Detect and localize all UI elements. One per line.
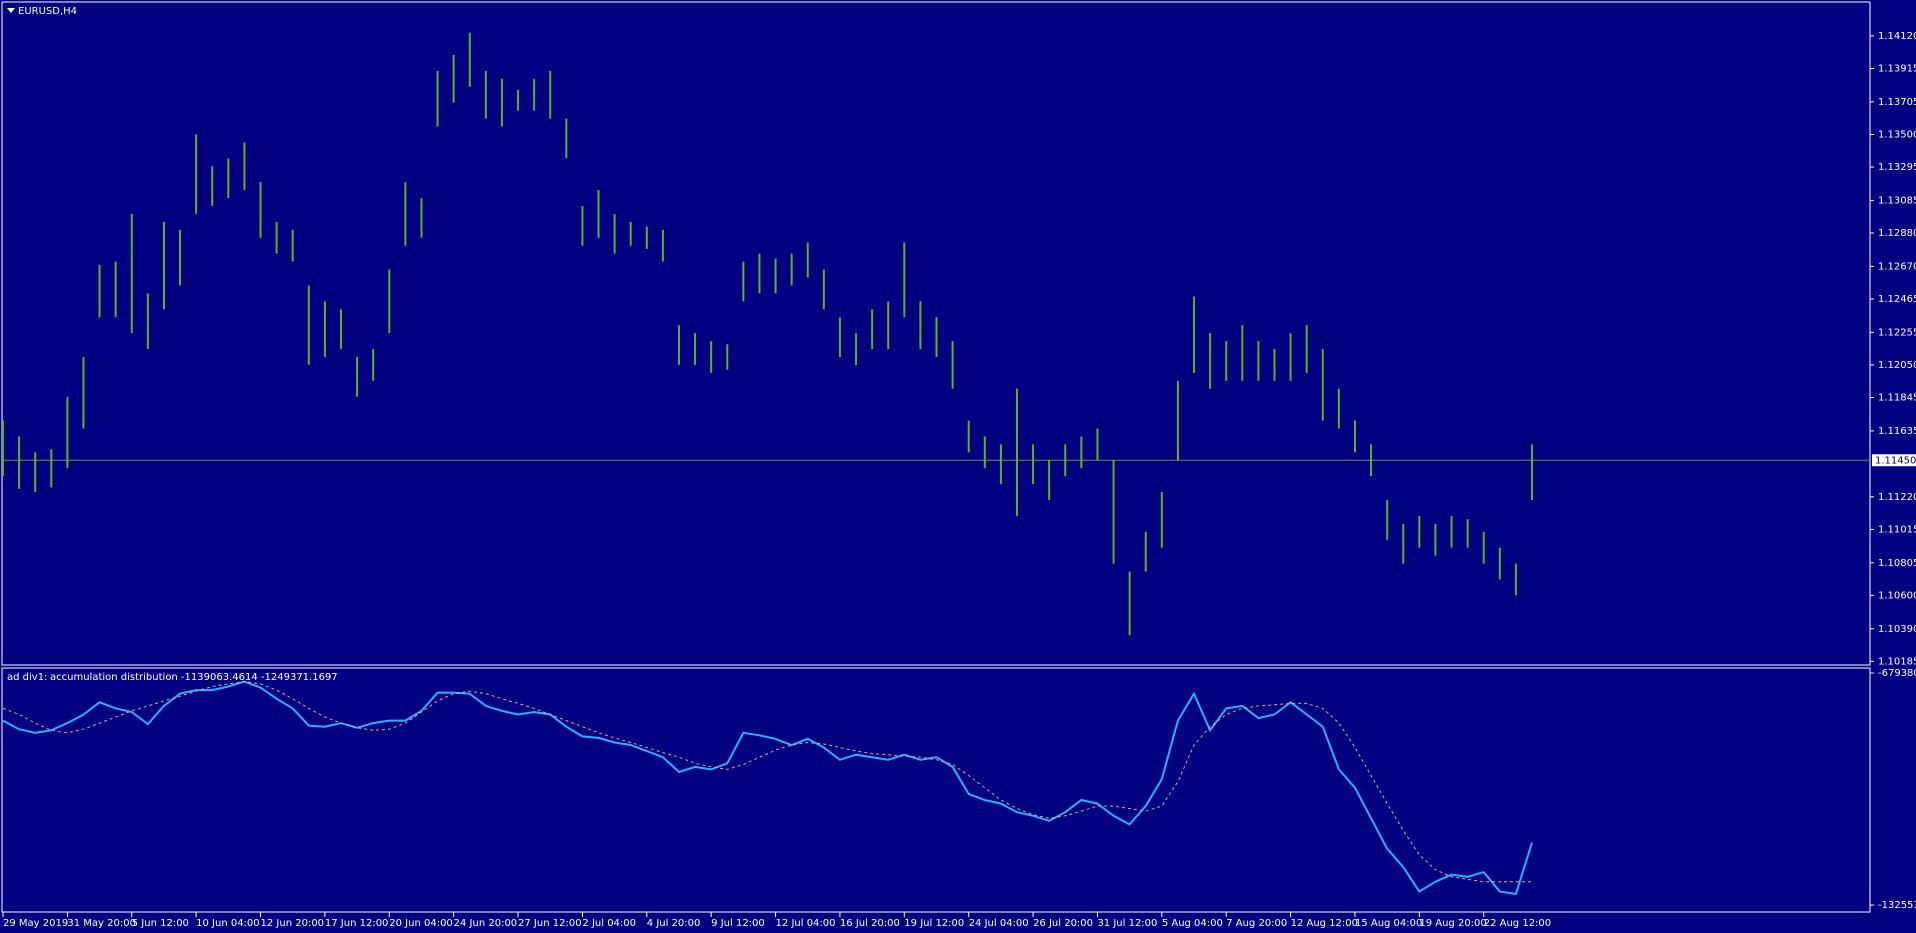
x-tick-label: 31 Jul 12:00 <box>1097 918 1157 929</box>
x-tick-label: 24 Jun 20:00 <box>454 918 518 929</box>
main-panel-frame <box>1 1 1871 666</box>
y-tick-label: 1.11220 <box>1878 492 1916 503</box>
y-tick-label: 1.10600 <box>1878 590 1916 601</box>
y-tick-label: 1.12670 <box>1878 261 1916 272</box>
x-tick-label: 22 Aug 12:00 <box>1484 918 1551 929</box>
y-tick-label: 1.12255 <box>1878 327 1916 338</box>
chart-title: EURUSD,H4 <box>18 6 77 17</box>
x-tick-label: 31 May 20:00 <box>67 918 136 929</box>
x-tick-label: 20 Jun 04:00 <box>389 918 453 929</box>
current-price-box <box>1872 454 1916 467</box>
x-tick-label: 12 Jul 04:00 <box>776 918 836 929</box>
indicator-line <box>2 680 1533 896</box>
x-tick-label: 15 Aug 04:00 <box>1355 918 1422 929</box>
x-tick-label: 24 Jul 04:00 <box>969 918 1029 929</box>
y-tick-label: 1.13915 <box>1878 63 1916 74</box>
x-tick-label: 2 Jul 04:00 <box>582 918 636 929</box>
x-tick-label: 17 Jun 12:00 <box>325 918 389 929</box>
y-tick-label: 1.12880 <box>1878 228 1916 239</box>
symbol-menu-arrow[interactable] <box>7 8 15 13</box>
y-tick-label: 1.11635 <box>1878 426 1916 437</box>
x-tick-label: 16 Jul 20:00 <box>840 918 900 929</box>
y-tick-label: 1.12465 <box>1878 294 1916 305</box>
x-tick-label: 5 Aug 04:00 <box>1162 918 1223 929</box>
y-tick-label: 1.10390 <box>1878 624 1916 635</box>
x-tick-label: 10 Jun 04:00 <box>196 918 260 929</box>
indicator-title: ad div1: <box>7 672 47 683</box>
x-tick-label: 29 May 2019 <box>3 918 68 929</box>
x-tick-label: 9 Jul 12:00 <box>711 918 765 929</box>
x-tick-label: 7 Aug 20:00 <box>1226 918 1287 929</box>
x-tick-label: 12 Aug 12:00 <box>1291 918 1358 929</box>
indicator-panel-frame <box>1 667 1871 913</box>
y-tick-label: 1.13500 <box>1878 129 1916 140</box>
y-tick-label: 1.12050 <box>1878 360 1916 371</box>
signal-line <box>2 680 1532 883</box>
current-price-label: 1.11450 <box>1875 455 1916 466</box>
y-tick-label: 1.13085 <box>1878 195 1916 206</box>
indicator-subtitle: accumulation distribution -1139063.4614 … <box>50 672 338 683</box>
y-tick-label: 1.14120 <box>1878 31 1916 42</box>
y-tick-label: 1.10185 <box>1878 656 1916 667</box>
y-tick-label: -679380.9 <box>1878 668 1916 679</box>
x-tick-label: 27 Jun 12:00 <box>518 918 582 929</box>
y-tick-label: -1325531. <box>1878 900 1916 911</box>
y-tick-label: 1.13705 <box>1878 97 1916 108</box>
y-tick-label: 1.13295 <box>1878 162 1916 173</box>
y-tick-label: 1.10805 <box>1878 558 1916 569</box>
x-tick-label: 5 Jun 12:00 <box>132 918 189 929</box>
y-tick-label: 1.11845 <box>1878 392 1916 403</box>
x-tick-label: 19 Jul 12:00 <box>904 918 964 929</box>
x-tick-label: 26 Jul 20:00 <box>1033 918 1093 929</box>
x-tick-label: 12 Jun 20:00 <box>261 918 325 929</box>
y-tick-label: 1.11015 <box>1878 524 1916 535</box>
x-tick-label: 19 Aug 20:00 <box>1419 918 1486 929</box>
x-tick-label: 4 Jul 20:00 <box>647 918 701 929</box>
